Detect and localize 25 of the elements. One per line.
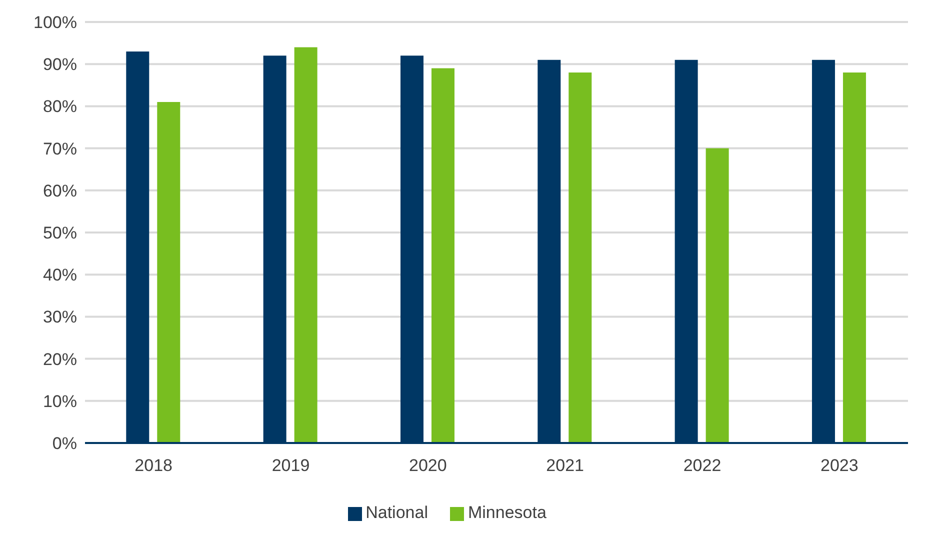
y-tick-label: 80% <box>42 97 77 116</box>
y-tick-label: 20% <box>42 350 77 369</box>
bar <box>431 68 454 443</box>
x-tick-label: 2023 <box>820 456 858 476</box>
x-tick-label: 2022 <box>683 456 722 476</box>
y-tick-label: 0% <box>52 434 77 454</box>
y-tick-label: 100% <box>34 13 77 32</box>
bar <box>568 72 592 443</box>
bar <box>842 72 866 443</box>
y-tick-label: 90% <box>42 55 77 74</box>
y-tick-label: 30% <box>42 308 77 327</box>
x-tick-label: 2018 <box>134 456 172 476</box>
y-tick-label: 10% <box>42 392 77 411</box>
x-tick-label: 2020 <box>409 456 447 476</box>
bar <box>294 47 318 443</box>
legend-label: National <box>366 503 428 522</box>
y-tick-label: 70% <box>42 139 77 158</box>
y-tick-label: 50% <box>42 224 77 243</box>
x-tick-label: 2021 <box>546 456 584 476</box>
x-tick-label: 2019 <box>272 456 310 476</box>
y-tick-label: 40% <box>42 266 77 285</box>
y-tick-label: 60% <box>42 181 77 200</box>
bar <box>706 148 729 443</box>
bar <box>157 102 180 443</box>
legend-label: Minnesota <box>468 503 546 522</box>
